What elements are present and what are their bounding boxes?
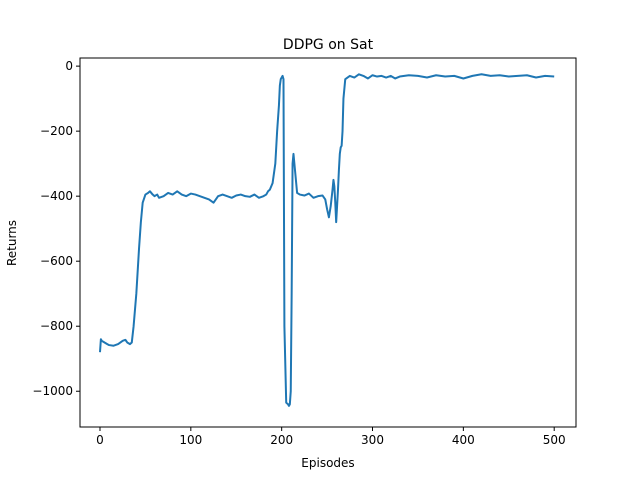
x-tick-label: 0 bbox=[96, 433, 104, 447]
series-line-0 bbox=[98, 73, 555, 407]
y-tick-label: −400 bbox=[40, 189, 73, 203]
x-tick-label: 500 bbox=[543, 433, 566, 447]
chart-title: DDPG on Sat bbox=[283, 37, 374, 53]
x-tick-label: 300 bbox=[361, 433, 384, 447]
y-axis-label: Returns bbox=[5, 220, 19, 266]
x-tick-label: 200 bbox=[270, 433, 293, 447]
plot-area-frame bbox=[79, 57, 577, 428]
y-tick-label: −1000 bbox=[32, 384, 73, 398]
x-axis-label: Episodes bbox=[301, 456, 354, 470]
y-tick-label: −800 bbox=[40, 319, 73, 333]
x-tick-label: 400 bbox=[452, 433, 475, 447]
x-tick-label: 100 bbox=[179, 433, 202, 447]
y-tick-label: −200 bbox=[40, 124, 73, 138]
y-tick-label: 0 bbox=[65, 59, 73, 73]
y-tick-label: −600 bbox=[40, 254, 73, 268]
